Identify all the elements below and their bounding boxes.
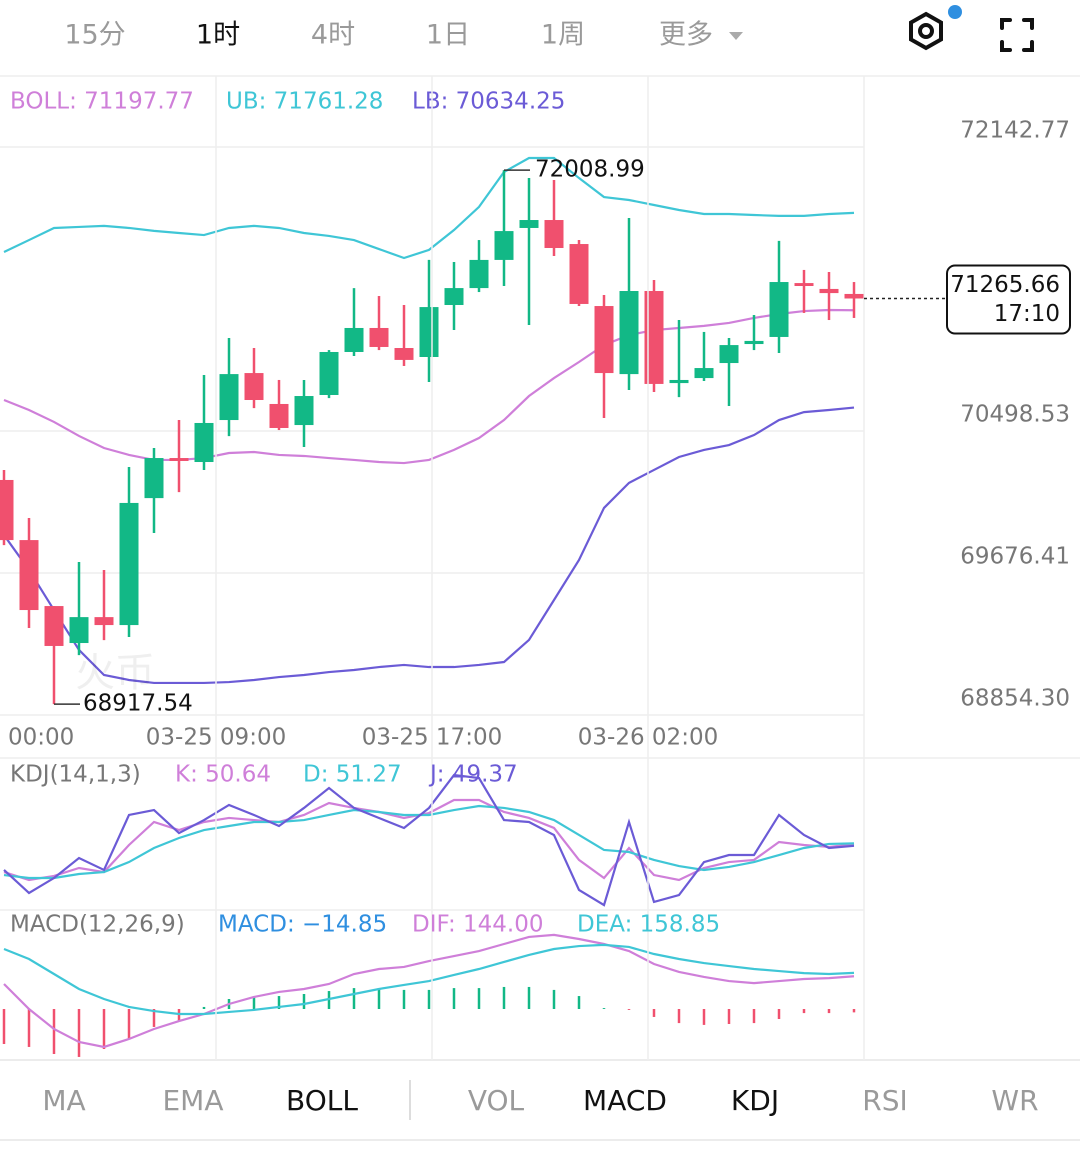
candle-body [319,351,339,395]
dropdown-caret [729,32,743,40]
indicator-line [3,798,855,882]
x-tick-label: 03-25 09:00 [146,725,286,751]
candle-body [719,345,739,364]
indicator-legend: DIF: 144.00 [412,912,543,938]
indicator-line [3,156,855,260]
candle-body [0,479,14,541]
indicator-tab[interactable]: MACD [583,1084,667,1117]
y-tick-label: 70498.53 [960,402,1070,428]
y-tick-label: 69676.41 [960,544,1070,570]
candle-body [744,340,764,345]
candle-body [394,348,414,360]
interval-tab[interactable]: 更多 [659,20,713,51]
candle-body [269,403,289,428]
x-tick-label: 03-25 17:00 [362,725,502,751]
indicator-tab[interactable]: RSI [862,1084,908,1117]
interval-tab[interactable]: 1日 [426,20,470,51]
indicator-line [3,943,855,1016]
interval-tab[interactable]: 1时 [196,20,240,51]
indicator-tab[interactable]: VOL [468,1084,525,1117]
candle-body [144,458,164,499]
indicator-tab[interactable]: MA [42,1084,85,1117]
indicator-line [3,773,855,907]
indicator-legend: MACD(12,26,9) [10,912,185,938]
candle-body [519,220,539,228]
indicator-legend: KDJ(14,1,3) [10,762,141,788]
candle-body [219,374,239,421]
current-price: 71265.66 [950,272,1060,298]
candle-body [44,606,64,646]
candle-body [819,288,839,294]
candle-body [644,291,664,384]
candle-body [19,540,39,611]
indicator-legend: MACD: −14.85 [218,912,387,938]
candle-body [494,231,514,260]
candle-body [444,288,464,306]
indicator-legend: D: 51.27 [303,762,402,788]
indicator-tab[interactable]: EMA [162,1084,223,1117]
candle-body [694,368,714,379]
candle-body [419,307,439,357]
x-tick-label: 03-26 02:00 [578,725,718,751]
indicator-legend: LB: 70634.25 [412,89,565,115]
toolbar-icons [909,5,1034,52]
indicator-tab[interactable]: KDJ [731,1084,779,1117]
indicator-line [3,406,855,685]
high-annotation: 72008.99 [535,157,645,183]
indicator-legend: UB: 71761.28 [226,89,383,115]
candle-body [794,283,814,287]
interval-tab[interactable]: 15分 [64,20,125,51]
settings-icon[interactable] [909,5,962,51]
plot-area [0,146,864,1057]
indicator-tab[interactable]: BOLL [286,1084,358,1117]
candle-body [169,458,189,461]
candle-body [544,220,564,249]
interval-tab[interactable]: 4时 [311,20,355,51]
candle-body [344,327,364,352]
candle-body [369,327,389,347]
indicator-legend: BOLL: 71197.77 [10,89,194,115]
interval-tab[interactable]: 1周 [541,20,585,51]
candle-body [244,373,264,401]
y-tick-label: 68854.30 [960,686,1070,712]
candle-body [294,396,314,426]
fullscreen-icon[interactable] [1000,18,1034,52]
candle-body [119,502,139,626]
low-annotation: 68917.54 [83,691,193,717]
candle-body [469,259,489,289]
candle-body [194,422,214,463]
candle-body [669,379,689,384]
current-time: 17:10 [994,301,1060,327]
x-tick-label: 00:00 [8,725,74,751]
indicator-tab[interactable]: WR [991,1084,1038,1117]
candle-body [619,291,639,375]
y-tick-label: 72142.77 [960,118,1070,144]
candle-body [594,306,614,374]
candle-body [69,617,89,644]
indicator-legend: DEA: 158.85 [577,912,720,938]
indicator-line [3,933,855,1049]
indicator-line [3,804,855,880]
watermark: 火币 [75,650,155,696]
indicator-legend: K: 50.64 [175,762,271,788]
candle-body [844,293,864,299]
candle-body [769,282,789,337]
current-price-box [946,264,1071,335]
indicator-legend: J: 49.37 [428,762,518,788]
candle-body [94,617,114,626]
candle-body [569,244,589,304]
